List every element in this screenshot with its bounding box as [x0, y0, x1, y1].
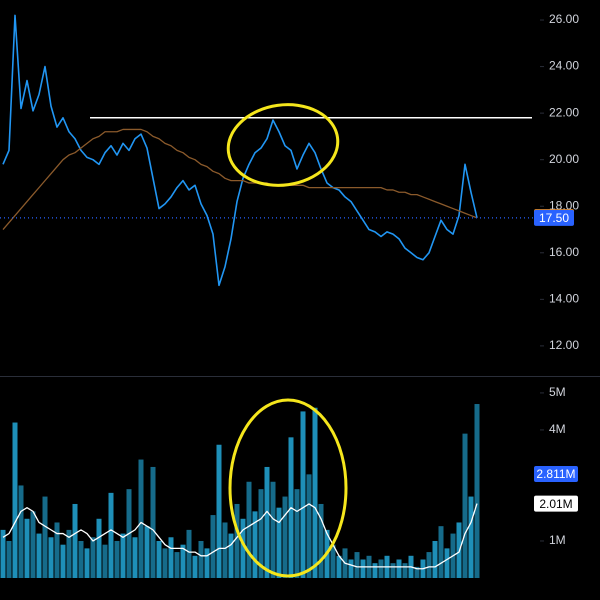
- volume-bar: [396, 559, 402, 578]
- volume-bar: [432, 540, 438, 578]
- volume-bar: [354, 552, 360, 578]
- volume-bar: [360, 559, 366, 578]
- volume-bar: [18, 485, 24, 578]
- volume-bar: [312, 407, 318, 578]
- volume-bar: [300, 411, 306, 578]
- y-tick-label: 18.00: [549, 198, 579, 212]
- plot-layer: 26.00 24.00 22.00 20.00 18.00 16.00 14.00 12.00…: [0, 12, 579, 578]
- badge-label: 2.01M: [539, 497, 572, 511]
- volume-bar: [66, 529, 72, 578]
- volume-bar: [42, 496, 48, 578]
- volume-bar: [276, 507, 282, 578]
- volume-bar: [150, 466, 156, 578]
- y-tick-label: 12.00: [549, 338, 579, 352]
- volume-bar: [144, 526, 150, 578]
- volume-bar: [306, 474, 312, 578]
- volume-bar: [240, 518, 246, 578]
- y-tick-label: 4M: [549, 422, 566, 436]
- volume-bar: [270, 481, 276, 578]
- volume-bar: [210, 515, 216, 578]
- volume-bar: [474, 404, 480, 578]
- highlight-circle: [226, 103, 340, 187]
- volume-bar: [378, 559, 384, 578]
- volume-bar: [48, 537, 54, 578]
- volume-bar: [234, 503, 240, 578]
- y-tick-label: 16.00: [549, 245, 579, 259]
- volume-bar: [84, 548, 90, 578]
- volume-bar: [258, 489, 264, 578]
- volume-bar: [186, 529, 192, 578]
- y-tick-label: 22.00: [549, 105, 579, 119]
- volume-bar: [174, 552, 180, 578]
- volume-bar: [30, 511, 36, 578]
- y-tick-label: 24.00: [549, 59, 579, 73]
- volume-bar: [438, 526, 444, 578]
- volume-bar: [372, 563, 378, 578]
- price-badge: [534, 465, 578, 482]
- volume-bar: [168, 537, 174, 578]
- moving-average: [2, 128, 478, 230]
- volume-bar: [96, 518, 102, 578]
- volume-bar: [228, 533, 234, 578]
- volume-bar: [318, 503, 324, 578]
- volume-bar: [180, 544, 186, 578]
- volume-bar: [216, 444, 222, 578]
- volume-bar: [462, 433, 468, 578]
- moving-average: [2, 503, 478, 570]
- volume-bar: [264, 466, 270, 578]
- volume-bar: [156, 540, 162, 578]
- volume-bar: [90, 537, 96, 578]
- volume-bar: [36, 533, 42, 578]
- volume-bar: [282, 496, 288, 578]
- volume-bar: [0, 529, 6, 578]
- volume-bar: [108, 492, 114, 578]
- volume-bar: [72, 503, 78, 578]
- y-tick-label: 20.00: [549, 152, 579, 166]
- volume-bar: [102, 544, 108, 578]
- volume-bar: [222, 522, 228, 578]
- volume-bar: [192, 555, 198, 578]
- volume-bar: [348, 559, 354, 578]
- volume-bar: [444, 548, 450, 578]
- volume-bar: [12, 422, 18, 578]
- volume-bar: [390, 563, 396, 578]
- volume-bar: [198, 540, 204, 578]
- badge-label: 2.811M: [536, 467, 575, 481]
- volume-bar: [54, 522, 60, 578]
- y-tick-label: 26.00: [549, 12, 579, 26]
- badge-label: 17.50: [539, 211, 569, 225]
- price-badge: [534, 495, 578, 512]
- volume-bar: [162, 548, 168, 578]
- volume-bar: [426, 552, 432, 578]
- price-line: [2, 14, 478, 287]
- volume-bar: [120, 533, 126, 578]
- y-tick-label: 5M: [549, 385, 566, 399]
- volume-bar: [252, 511, 258, 578]
- highlight-circle: [228, 398, 348, 578]
- volume-bar: [402, 563, 408, 578]
- volume-bar: [294, 489, 300, 578]
- volume-bar: [246, 481, 252, 578]
- volume-bar: [336, 555, 342, 578]
- price-badge: [534, 209, 574, 226]
- volume-bar: [24, 518, 30, 578]
- volume-bar: [132, 537, 138, 578]
- volume-bar: [60, 544, 66, 578]
- y-tick-label: 14.00: [549, 292, 579, 306]
- volume-bar: [78, 540, 84, 578]
- volume-bar: [468, 496, 474, 578]
- volume-bar: [114, 540, 120, 578]
- y-tick-label: 1M: [549, 533, 566, 547]
- volume-bar: [6, 540, 12, 578]
- volume-bar: [330, 544, 336, 578]
- volume-bar: [138, 459, 144, 578]
- volume-bar: [414, 566, 420, 578]
- volume-bar: [204, 548, 210, 578]
